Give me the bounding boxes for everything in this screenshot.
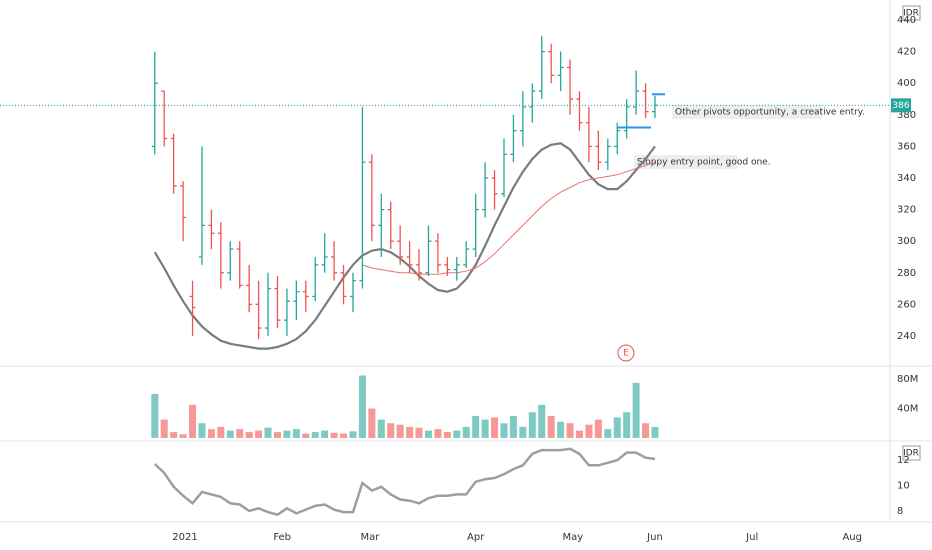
currency-box <box>902 445 921 461</box>
volume-bar <box>528 412 536 438</box>
volume-bar <box>415 427 423 438</box>
volume-bar <box>387 423 395 438</box>
y-tick-label: 440 <box>897 15 916 26</box>
y-tick-label: 340 <box>897 173 916 184</box>
y-tick-label: 300 <box>897 236 916 247</box>
x-tick-label: May <box>563 532 584 543</box>
x-tick-label: Apr <box>467 532 485 543</box>
currency-box <box>902 5 921 21</box>
volume-bar <box>557 421 565 438</box>
y-tick-label: 10 <box>897 481 910 492</box>
volume-bar <box>406 426 414 438</box>
moving-average <box>153 142 656 350</box>
volume-bar <box>273 432 281 438</box>
volume-bar <box>377 419 385 438</box>
currency-label: IDR <box>903 449 919 459</box>
volume-bar <box>207 429 215 438</box>
volume-bar <box>396 424 404 438</box>
y-tick-label: 380 <box>897 110 916 121</box>
volume-bar <box>198 423 206 438</box>
y-tick-label: 320 <box>897 205 916 216</box>
volume-bar <box>642 423 650 438</box>
volume-bar <box>264 427 272 438</box>
volume-bar <box>538 404 546 438</box>
volume-bar <box>226 430 234 438</box>
annotation-bg <box>672 105 822 119</box>
earnings-marker[interactable]: E <box>623 349 629 359</box>
y-tick-label: 360 <box>897 141 916 152</box>
volume-bar <box>151 393 159 438</box>
y-tick-label: 400 <box>897 78 916 89</box>
volume-bar <box>340 433 348 438</box>
volume-bar <box>368 408 376 438</box>
x-tick-label: Feb <box>273 532 291 543</box>
volume-bar <box>170 432 178 438</box>
volume-bar <box>245 432 253 438</box>
y-tick-label: 280 <box>897 268 916 279</box>
volume-bar <box>179 434 187 438</box>
last-price-box <box>891 98 911 113</box>
y-tick-label: 80M <box>897 374 918 385</box>
volume-bar <box>509 415 517 438</box>
volume-bar <box>424 430 432 438</box>
volume-bar <box>566 423 574 438</box>
x-tick-label: Aug <box>842 532 862 543</box>
currency-label: IDR <box>903 9 919 19</box>
y-tick-label: 260 <box>897 299 916 310</box>
volume-bar <box>651 426 659 438</box>
volume-bar <box>547 415 555 438</box>
x-tick-label: Mar <box>361 532 381 543</box>
volume-bar <box>349 431 357 438</box>
annotation-bg <box>634 155 738 169</box>
x-tick-label: 2021 <box>172 532 197 543</box>
volume-bar <box>189 404 197 438</box>
moving-average <box>362 161 656 275</box>
volume-bar <box>500 423 508 438</box>
volume-bar <box>575 430 583 438</box>
volume-bar <box>613 417 621 438</box>
volume-bar <box>632 382 640 438</box>
y-tick-label: 8 <box>897 506 903 517</box>
volume-bar <box>585 424 593 438</box>
volume-bar <box>160 419 168 438</box>
y-tick-label: 240 <box>897 331 916 342</box>
volume-bar <box>519 426 527 438</box>
volume-bar <box>358 375 366 438</box>
volume-bar <box>481 419 489 438</box>
annotation: Sloppy entry point, good one. <box>637 158 771 168</box>
x-tick-label: Jul <box>745 532 758 543</box>
y-tick-label: 420 <box>897 47 916 58</box>
volume-bar <box>491 417 499 438</box>
volume-bar <box>330 432 338 438</box>
y-tick-label: 40M <box>897 404 918 415</box>
volume-bar <box>321 430 329 438</box>
volume-bar <box>292 429 300 438</box>
volume-bar <box>434 429 442 438</box>
volume-bar <box>217 426 225 438</box>
volume-bar <box>594 419 602 438</box>
volume-bar <box>255 430 263 438</box>
volume-bar <box>443 432 451 438</box>
volume-bar <box>623 412 631 438</box>
earnings-circle[interactable] <box>617 344 635 362</box>
indicator-line <box>153 447 656 517</box>
annotation: Other pivots opportunity, a creative ent… <box>675 108 865 118</box>
volume-bar <box>302 433 310 438</box>
y-tick-label: 12 <box>897 455 910 466</box>
volume-bar <box>472 415 480 438</box>
volume-bar <box>462 426 470 438</box>
last-price-label: 386 <box>892 101 909 111</box>
volume-bar <box>283 430 291 438</box>
volume-bar <box>236 429 244 438</box>
volume-bar <box>604 429 612 438</box>
x-tick-label: Jun <box>646 532 663 543</box>
volume-bar <box>311 432 319 438</box>
volume-bar <box>453 430 461 438</box>
